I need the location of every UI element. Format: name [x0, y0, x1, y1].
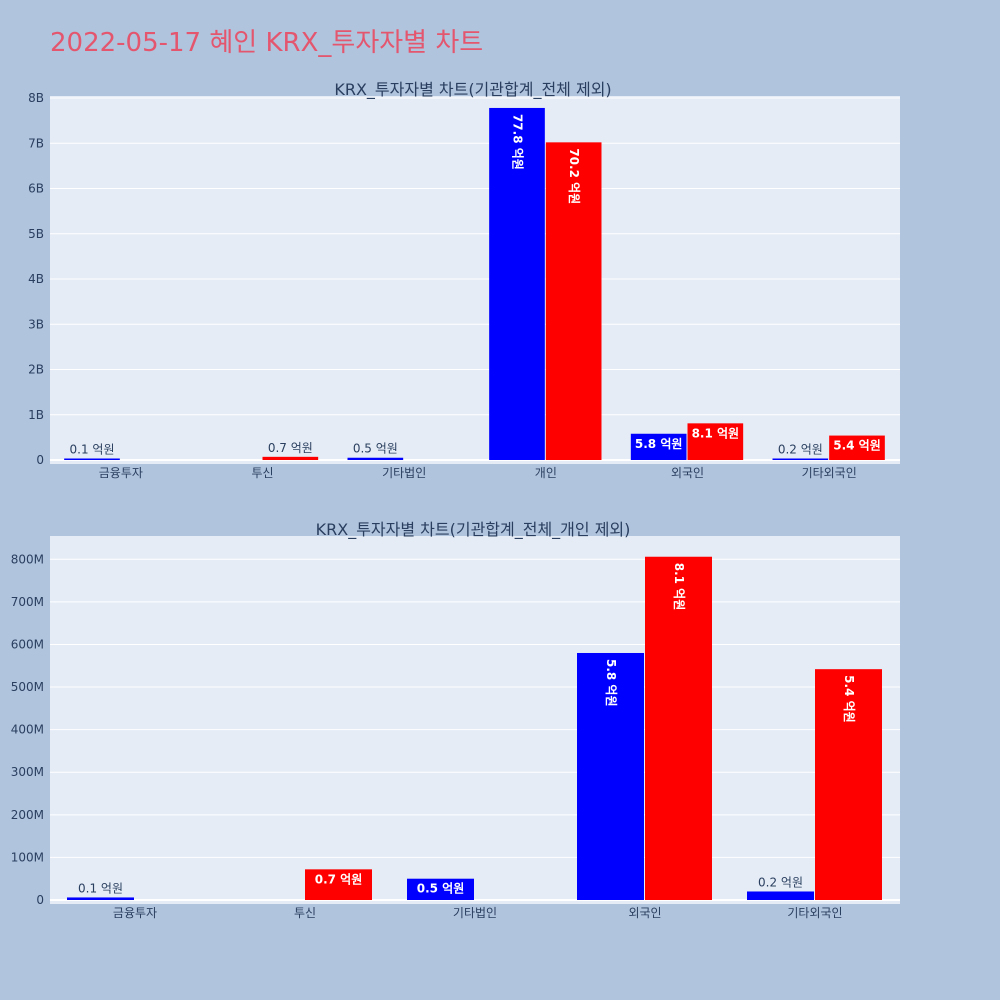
- data-label: 5.8 억원: [604, 659, 618, 707]
- x-tick-label: 기타법인: [382, 466, 426, 480]
- y-tick-label: 800M: [11, 552, 44, 566]
- y-tick-label: 700M: [11, 595, 44, 609]
- bar: [262, 456, 319, 460]
- chart-title: KRX_투자자별 차트(기관합계_전체 제외): [334, 80, 611, 100]
- data-label: 8.1 억원: [692, 426, 740, 440]
- y-tick-label: 4B: [28, 272, 44, 286]
- x-tick-label: 외국인: [671, 466, 704, 480]
- data-label: 5.4 억원: [842, 675, 856, 723]
- x-tick-label: 금융투자: [99, 466, 143, 480]
- x-tick-label: 금융투자: [113, 906, 157, 920]
- chart-title: KRX_투자자별 차트(기관합계_전체_개인 제외): [316, 520, 631, 540]
- data-label: 0.5 억원: [353, 442, 398, 456]
- bar: [815, 669, 882, 900]
- bar: [630, 433, 687, 460]
- x-tick-label: 개인: [535, 466, 557, 480]
- data-label: 0.7 억원: [268, 441, 313, 455]
- bar: [64, 458, 120, 460]
- x-tick-label: 기타법인: [453, 906, 497, 920]
- data-label: 0.2 억원: [778, 443, 823, 457]
- data-label: 0.7 억원: [315, 872, 363, 886]
- x-tick-label: 기타외국인: [802, 466, 857, 480]
- x-tick-label: 외국인: [628, 906, 661, 920]
- data-label: 0.1 억원: [70, 443, 115, 457]
- bar: [347, 457, 404, 460]
- y-tick-label: 400M: [11, 723, 44, 737]
- bar: [747, 891, 814, 900]
- y-tick-label: 300M: [11, 765, 44, 779]
- y-tick-label: 8B: [28, 91, 44, 105]
- y-tick-label: 1B: [28, 408, 44, 422]
- bar: [577, 652, 644, 900]
- page-title: 2022-05-17 혜인 KRX_투자자별 차트: [50, 28, 484, 58]
- y-tick-label: 0: [36, 453, 44, 467]
- plot-area-0: [50, 96, 900, 464]
- plot-area-1: [50, 536, 900, 904]
- x-tick-label: 투신: [251, 466, 273, 480]
- data-label: 0.5 억원: [417, 882, 465, 896]
- y-tick-label: 2B: [28, 363, 44, 377]
- data-label: 0.1 억원: [78, 881, 123, 895]
- data-label: 70.2 억원: [567, 148, 581, 204]
- bar: [645, 556, 712, 900]
- y-tick-label: 7B: [28, 136, 44, 150]
- y-tick-label: 5B: [28, 227, 44, 241]
- data-label: 0.2 억원: [758, 875, 803, 889]
- y-tick-label: 0: [36, 893, 44, 907]
- bar: [305, 869, 372, 900]
- bar: [489, 107, 545, 460]
- bar: [687, 423, 744, 460]
- data-label: 5.8 억원: [635, 437, 683, 451]
- data-label: 5.4 억원: [833, 439, 881, 453]
- y-tick-label: 6B: [28, 182, 44, 196]
- x-tick-label: 투신: [294, 906, 316, 920]
- bar: [545, 142, 602, 460]
- y-tick-label: 600M: [11, 637, 44, 651]
- data-label: 8.1 억원: [672, 563, 686, 611]
- x-tick-label: 기타외국인: [787, 906, 842, 920]
- y-tick-label: 3B: [28, 317, 44, 331]
- bar: [772, 458, 829, 460]
- y-tick-label: 200M: [11, 808, 44, 822]
- data-label: 77.8 억원: [511, 114, 525, 170]
- y-tick-label: 100M: [11, 850, 44, 864]
- bar: [829, 435, 885, 460]
- bar: [407, 878, 474, 900]
- y-tick-label: 500M: [11, 680, 44, 694]
- bar: [67, 897, 134, 900]
